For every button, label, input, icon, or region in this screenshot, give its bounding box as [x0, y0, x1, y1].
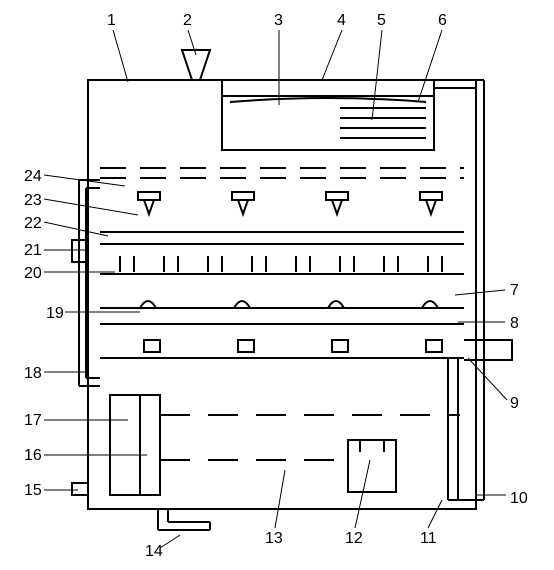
label-15: 15: [24, 482, 42, 500]
curved-lid: [230, 98, 426, 102]
tray-dashed-1: [100, 168, 464, 178]
label-19: 19: [46, 305, 64, 323]
label-24: 24: [24, 168, 42, 186]
vent-slots: [340, 108, 426, 138]
right-pipe: [448, 80, 484, 500]
label-6: 6: [438, 12, 447, 30]
label-9: 9: [510, 395, 519, 413]
label-8: 8: [510, 315, 519, 333]
nozzle-row: [144, 200, 436, 214]
label-20: 20: [24, 265, 42, 283]
label-21: 21: [24, 242, 42, 260]
label-13: 13: [265, 530, 283, 548]
label-3: 3: [274, 12, 283, 30]
tab-row: [144, 340, 442, 352]
label-14: 14: [145, 543, 163, 561]
left-pipe: [79, 180, 100, 386]
label-22: 22: [24, 215, 42, 233]
right-stub: [476, 340, 512, 360]
label-7: 7: [510, 282, 519, 300]
label-18: 18: [24, 365, 42, 383]
left-inner-box: [110, 395, 160, 495]
label-10: 10: [510, 490, 528, 508]
diagram-svg: [0, 0, 554, 570]
label-2: 2: [183, 12, 192, 30]
pegs-row: [120, 256, 442, 272]
top-inner-chamber: [222, 96, 434, 150]
label-4: 4: [337, 12, 346, 30]
control-box: [348, 440, 396, 492]
label-16: 16: [24, 447, 42, 465]
tray-solid: [100, 232, 464, 244]
label-5: 5: [377, 12, 386, 30]
left-valve: [72, 483, 88, 495]
bump-row: [140, 301, 438, 308]
label-23: 23: [24, 192, 42, 210]
label-12: 12: [345, 530, 363, 548]
label-17: 17: [24, 412, 42, 430]
drain-pipe: [158, 509, 210, 530]
label-11: 11: [420, 530, 437, 548]
label-1: 1: [107, 12, 116, 30]
brackets-row: [138, 192, 442, 200]
